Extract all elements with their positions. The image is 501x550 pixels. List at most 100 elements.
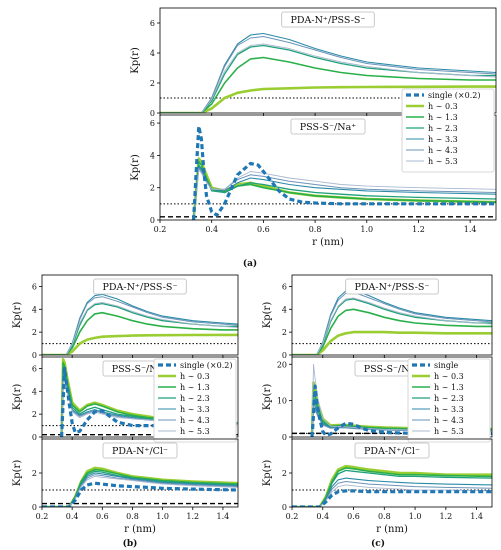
legend-entry: single (×0.2) [180, 361, 232, 370]
legend-entry: h ∼ 1.3 [428, 113, 458, 122]
legend-entry: h ∼ 1.3 [180, 383, 210, 392]
y-tick-label: 6 [150, 19, 155, 28]
series-line-single [292, 489, 492, 507]
svg-text:PSS-S⁻/Na⁺: PSS-S⁻/Na⁺ [300, 122, 357, 133]
legend-entry: h ∼ 2.3 [428, 124, 458, 133]
legend-entry: h ∼ 4.3 [180, 416, 210, 425]
y-tick-label: 4 [150, 151, 155, 160]
x-tick-label: 1.4 [470, 512, 483, 521]
legend-entry: h ∼ 0.3 [428, 102, 458, 111]
y-axis-label: Kp(r) [130, 47, 141, 74]
legend-entry: h ∼ 2.3 [434, 394, 464, 403]
series-line-h-2 [160, 56, 496, 113]
sub-label-a: (a) [243, 258, 257, 269]
x-tick-label: 1.4 [464, 225, 477, 234]
x-tick-label: 0.2 [36, 512, 49, 521]
y-tick-label: 0 [32, 433, 37, 442]
legend-entry: single [434, 361, 458, 370]
x-tick-label: 1.0 [156, 512, 169, 521]
x-tick-label: 0.4 [316, 512, 329, 521]
panel-b-bottom: 0 2 0.2 0.4 0.6 0.8 1.0 1.2 1.4 Kp(r) r (nm) PDA-N⁺… [12, 438, 239, 535]
y-tick-label: 10 [277, 397, 287, 406]
series-line-h-3 [292, 298, 492, 355]
y-tick-label: 0 [282, 351, 287, 360]
y-tick-label: 6 [150, 119, 155, 128]
svg-text:PDA-N⁺/Cl⁻: PDA-N⁺/Cl⁻ [112, 446, 168, 457]
legend-entry: h ∼ 5.3 [428, 157, 458, 166]
legend: single h ∼ 0.3 h ∼ 1.3 h ∼ 2.3 h ∼ 3.3 h ∼ 4.… [407, 358, 491, 443]
y-tick-label: 4 [32, 305, 37, 314]
series-line-h-6 [292, 297, 492, 355]
y-axis-label: Kp(r) [12, 302, 23, 329]
series-line-single [192, 124, 496, 220]
series-line-h-5 [42, 296, 238, 355]
x-tick-label: 0.4 [205, 225, 218, 234]
panel-title: PDA-N⁺/PSS-S⁻ [281, 11, 375, 28]
series-line-h-1 [42, 466, 238, 507]
y-tick-label: 2 [32, 410, 37, 419]
y-axis-label: Kp(r) [262, 302, 273, 329]
legend-entry: h ∼ 3.3 [428, 135, 458, 144]
x-tick-label: 0.6 [96, 512, 109, 521]
y-tick-label: 6 [32, 282, 37, 291]
x-tick-label: 0.2 [154, 225, 167, 234]
legend-entry: h ∼ 0.3 [180, 372, 210, 381]
sub-label-c: (c) [371, 538, 385, 549]
svg-text:PDA-N⁺/PSS-S⁻: PDA-N⁺/PSS-S⁻ [291, 15, 366, 26]
panel-c-top: 0 2 4 6 Kp(r) PDA-N⁺/PSS-S⁻ [262, 274, 493, 360]
x-tick-label: 0.2 [286, 512, 299, 521]
svg-text:PDA-N⁺/PSS-S⁻: PDA-N⁺/PSS-S⁻ [103, 282, 178, 293]
y-tick-label: 4 [282, 305, 287, 314]
y-axis-label: Kp(r) [12, 460, 23, 487]
legend-entry: h ∼ 5.3 [434, 427, 464, 436]
legend-entry: h ∼ 2.3 [180, 394, 210, 403]
series-line-h-6 [42, 301, 238, 355]
svg-text:PDA-N⁺/PSS-S⁻: PDA-N⁺/PSS-S⁻ [355, 282, 430, 293]
x-axis-label: r (nm) [312, 237, 344, 248]
x-axis-label: r (nm) [376, 524, 408, 535]
panel-a-top: 0 2 4 6 Kp(r) PDA-N⁺/PSS-S⁻ [130, 7, 497, 118]
panels-layer: 0 2 4 6 Kp(r) PDA-N⁺/PSS-S⁻ 0 2 4 6 0.2 0.4 0.6 0.8 1.… [12, 7, 497, 535]
x-tick-label: 1.2 [439, 512, 452, 521]
y-tick-label: 0 [282, 503, 287, 512]
series-line-h-6 [160, 43, 496, 113]
y-tick-label: 2 [32, 469, 37, 478]
x-tick-label: 0.6 [257, 225, 270, 234]
legend: single (×0.2) h ∼ 0.3 h ∼ 1.3 h ∼ 2.3 h ∼ 3.… [153, 358, 237, 443]
legend-entry: h ∼ 1.3 [434, 383, 464, 392]
svg-text:PSS-S⁻/Na⁺: PSS-S⁻/Na⁺ [112, 364, 169, 375]
panel-title: PDA-N⁺/PSS-S⁻ [93, 278, 187, 295]
y-axis-label: Kp(r) [262, 460, 273, 487]
x-tick-label: 1.0 [409, 512, 422, 521]
svg-text:PSS-S⁻/Na⁺: PSS-S⁻/Na⁺ [364, 364, 421, 375]
y-axis-label: Kp(r) [262, 384, 273, 411]
y-tick-label: 2 [150, 184, 155, 193]
y-tick-label: 2 [150, 79, 155, 88]
y-tick-label: 4 [150, 49, 155, 58]
y-tick-label: 2 [32, 328, 37, 337]
panel-a-bottom: 0 2 4 6 0.2 0.4 0.6 0.8 1.0 1.2 1.4 Kp(r) r (nm) PSS-… [130, 114, 497, 248]
legend-box [153, 358, 237, 443]
legend-entry: h ∼ 3.3 [180, 405, 210, 414]
x-tick-label: 0.4 [66, 512, 79, 521]
panel-title: PDA-N⁺/Cl⁻ [354, 442, 430, 459]
series-line-h-5 [193, 167, 496, 220]
legend-box [407, 358, 491, 443]
panel-c-bottom: 0 2 0.2 0.4 0.6 0.8 1.0 1.2 1.4 Kp(r) r (nm) PDA-N⁺… [262, 438, 493, 535]
x-tick-label: 0.8 [309, 225, 322, 234]
legend: single (×0.2) h ∼ 0.3 h ∼ 1.3 h ∼ 2.3 h ∼ 3.… [401, 88, 495, 173]
y-axis-label: Kp(r) [12, 384, 23, 411]
sub-label-b: (b) [123, 538, 138, 549]
axes-frame [159, 7, 497, 114]
x-tick-label: 1.2 [412, 225, 425, 234]
y-tick-label: 6 [32, 364, 37, 373]
panel-title: PSS-S⁻/Na⁺ [290, 118, 366, 135]
series-line-h-1 [292, 330, 492, 355]
x-tick-label: 1.0 [360, 225, 373, 234]
panel-title: PDA-N⁺/PSS-S⁻ [345, 278, 439, 295]
series-line-h-2 [42, 311, 238, 355]
series-line-h-2 [292, 308, 492, 355]
legend-entry: h ∼ 4.3 [434, 416, 464, 425]
x-tick-label: 0.6 [347, 512, 360, 521]
